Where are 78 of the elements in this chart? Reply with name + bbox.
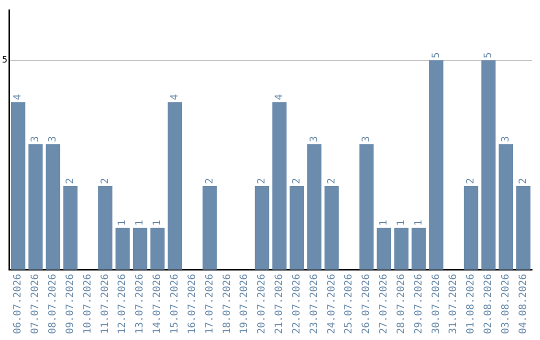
x-tick-label: 10.07.2026: [82, 274, 94, 334]
x-tick-label: 12.07.2026: [117, 274, 128, 334]
data-label: 3: [30, 136, 42, 142]
data-label: 3: [500, 136, 512, 142]
x-tick-label: 23.07.2026: [308, 274, 320, 334]
bar: [359, 144, 374, 270]
x-tick-label: 26.07.2026: [361, 274, 372, 334]
bar: [498, 144, 514, 270]
x-tick-label: 20.07.2026: [256, 274, 268, 334]
bar: [464, 186, 478, 270]
x-tick-label: 11.07.2026: [100, 274, 111, 334]
x-tick-label: 21.07.2026: [274, 274, 286, 334]
data-label: 1: [378, 220, 390, 226]
data-label: 1: [413, 220, 424, 226]
bar: [272, 102, 287, 270]
bar: [132, 228, 148, 270]
x-tick-label: 19.07.2026: [239, 274, 250, 334]
data-label: 1: [134, 220, 146, 226]
x-tick-label: 18.07.2026: [222, 274, 233, 334]
data-label: 4: [169, 94, 180, 100]
x-tick-label: 14.07.2026: [152, 274, 164, 334]
bar: [10, 102, 26, 270]
x-tick-label: 28.07.2026: [396, 274, 407, 334]
bar: [516, 186, 530, 270]
data-label: 2: [64, 178, 76, 184]
bar: [324, 186, 339, 270]
bar: [46, 144, 60, 270]
x-tick-label: 30.07.2026: [430, 274, 442, 334]
x-tick-label: 13.07.2026: [134, 274, 146, 334]
bar: [290, 186, 304, 270]
x-tick-label: 29.07.2026: [413, 274, 424, 334]
x-tick-label: 25.07.2026: [344, 274, 355, 334]
bar: [412, 228, 426, 270]
data-label: 2: [518, 178, 529, 184]
bar: [429, 60, 444, 270]
data-label: 2: [326, 178, 338, 184]
data-label: 1: [396, 220, 407, 226]
bar: [168, 102, 182, 270]
x-tick-label: 09.07.2026: [64, 274, 76, 334]
x-tick-label: 27.07.2026: [378, 274, 390, 334]
x-tick-label: 04.08.2026: [518, 274, 529, 334]
data-label: 1: [117, 220, 128, 226]
x-tick-label: 03.08.2026: [500, 274, 512, 334]
data-label: 2: [466, 178, 477, 184]
x-tick-label: 15.07.2026: [169, 274, 180, 334]
data-label: 3: [48, 136, 59, 142]
x-tick-label: 02.08.2026: [483, 274, 494, 334]
bar: [116, 228, 130, 270]
bar: [28, 144, 43, 270]
data-label: 2: [291, 178, 302, 184]
bar: [394, 228, 408, 270]
data-label: 3: [361, 136, 372, 142]
x-tick-label: 07.07.2026: [30, 274, 42, 334]
data-label: 4: [12, 94, 24, 100]
data-label: 2: [204, 178, 216, 184]
bar: [63, 186, 78, 270]
x-tick-label: 06.07.2026: [12, 274, 24, 334]
x-tick-label: 16.07.2026: [186, 274, 198, 334]
bar: [150, 228, 165, 270]
x-tick-label: 31.07.2026: [448, 274, 460, 334]
bar: [98, 186, 112, 270]
data-label: 2: [100, 178, 111, 184]
x-tick-label: 24.07.2026: [326, 274, 338, 334]
bar: [376, 228, 392, 270]
data-label: 1: [152, 220, 164, 226]
bar: [307, 144, 322, 270]
data-label: 2: [256, 178, 268, 184]
x-tick-label: 22.07.2026: [291, 274, 302, 334]
bar: [202, 186, 217, 270]
x-tick-label: 01.08.2026: [466, 274, 477, 334]
data-label: 4: [274, 94, 286, 100]
x-tick-label: 17.07.2026: [204, 274, 216, 334]
bar: [254, 186, 270, 270]
data-label: 5: [430, 52, 442, 58]
data-label: 5: [483, 52, 494, 58]
bar: [481, 60, 496, 270]
x-tick-label: 08.07.2026: [48, 274, 59, 334]
data-label: 3: [308, 136, 320, 142]
